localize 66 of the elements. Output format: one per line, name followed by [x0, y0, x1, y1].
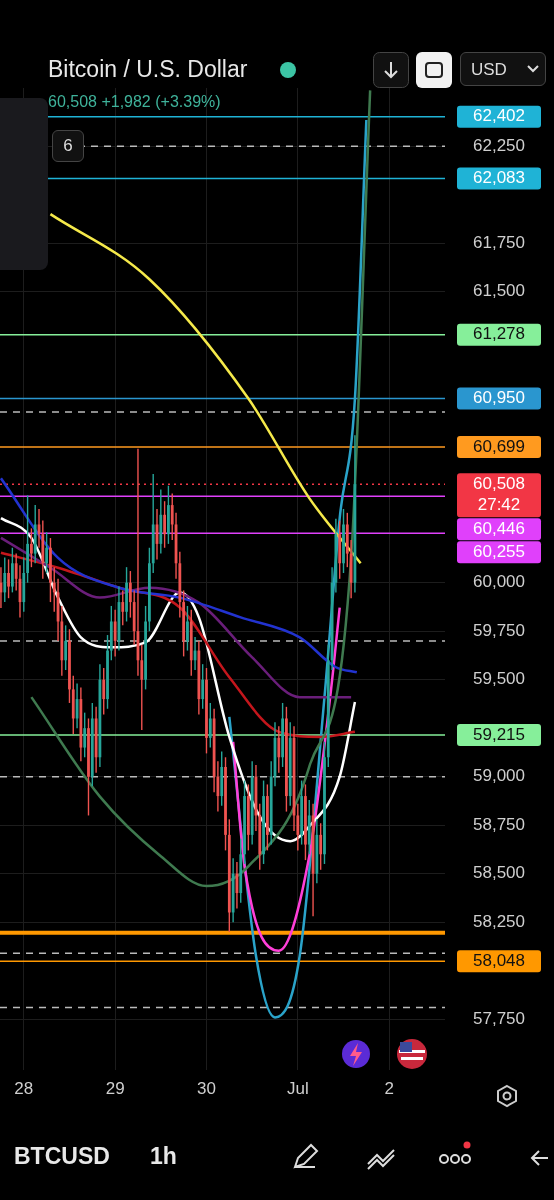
candlestick	[262, 779, 265, 865]
text: USD	[460, 52, 546, 86]
y-tick-label: 59,750	[473, 620, 525, 640]
candlestick	[167, 484, 170, 545]
legend-label: 60,255	[473, 541, 525, 561]
candlestick	[201, 663, 205, 710]
ref-line-label: 62,083	[473, 168, 525, 188]
candlestick	[243, 779, 246, 865]
x-tick-label: 28	[14, 1079, 34, 1099]
ref-line-label: 60,950	[473, 388, 525, 408]
y-tick-label: 61,500	[473, 281, 525, 301]
text: BTCUSD	[14, 1143, 110, 1170]
candlestick	[113, 609, 117, 658]
candlestick	[26, 494, 29, 584]
candlestick	[224, 756, 227, 852]
candlestick	[121, 589, 125, 627]
y-tick-label: 59,500	[473, 669, 525, 689]
candlestick	[125, 566, 128, 623]
candlestick	[102, 667, 106, 716]
y-tick-label: 59,000	[473, 766, 525, 786]
x-tick-label: 2	[384, 1079, 394, 1099]
text: 1h	[150, 1143, 177, 1170]
chart-subtitle: 60,508 +1,982 (+3.39%)	[48, 93, 221, 111]
y-tick-label: 57,750	[473, 1008, 525, 1028]
ref-line-label: 60,699	[473, 436, 525, 456]
candlestick	[68, 628, 71, 704]
y-tick-label: 58,250	[473, 911, 525, 931]
x-tick-label: 29	[105, 1079, 125, 1099]
ref-line-label: 62,402	[473, 106, 525, 126]
candlestick	[281, 702, 285, 768]
candlestick	[342, 508, 345, 574]
candlestick	[30, 527, 33, 568]
candlestick	[208, 702, 212, 749]
y-tick-label: 58,750	[473, 814, 525, 834]
candlestick	[7, 558, 10, 599]
candlestick	[277, 725, 281, 774]
annotation: 6	[52, 130, 84, 162]
candlestick	[319, 822, 323, 871]
y-tick-label: 62,250	[473, 135, 525, 155]
ref-line-label: 59,215	[473, 724, 525, 744]
chart-title: Bitcoin / U.S. Dollar	[48, 56, 248, 83]
candlestick	[45, 531, 49, 574]
ref-line-label: 61,278	[473, 324, 525, 344]
candlestick	[106, 634, 109, 710]
candlestick	[83, 711, 87, 758]
candlestick	[265, 783, 269, 852]
candlestick	[10, 547, 14, 594]
candlestick	[87, 717, 90, 817]
ref-line-label: 60,446	[473, 518, 525, 538]
candlestick	[64, 624, 68, 671]
candlestick	[3, 556, 7, 603]
x-tick-label: 30	[197, 1079, 216, 1099]
candlestick	[304, 783, 307, 861]
candlestick	[285, 706, 288, 813]
candlestick	[323, 741, 326, 865]
ref-line-label: 60,508 27:42	[473, 473, 525, 514]
candlestick	[205, 667, 208, 755]
ref-line-label: 58,048	[473, 951, 525, 971]
y-tick-label: 58,500	[473, 863, 525, 883]
candlestick	[49, 537, 52, 603]
candlestick	[163, 500, 167, 549]
candlestick	[144, 605, 147, 691]
y-tick-label: 61,750	[473, 232, 525, 252]
x-tick-label: Jul	[286, 1079, 309, 1099]
candlestick	[186, 605, 189, 652]
y-tick-label: 60,000	[473, 572, 525, 592]
